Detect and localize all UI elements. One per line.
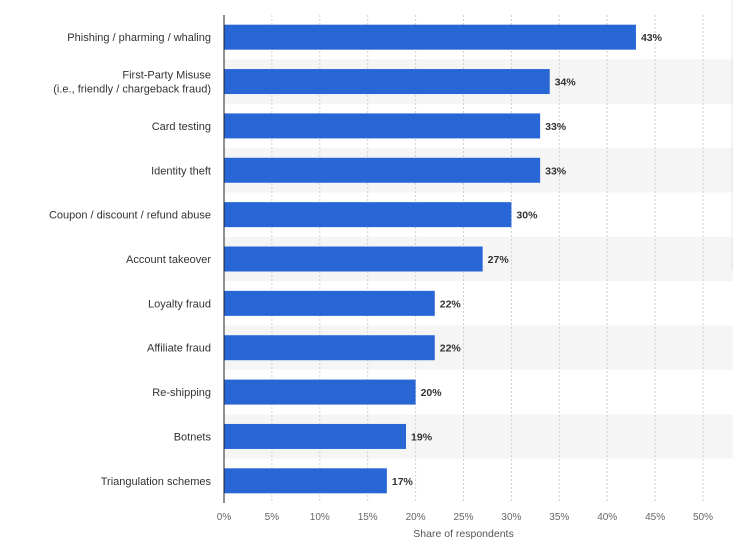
value-label: 33% (545, 165, 567, 177)
bar[interactable] (224, 335, 435, 361)
category-label: Triangulation schemes (101, 476, 212, 488)
value-label: 20% (421, 387, 443, 399)
edge-shadow (730, 0, 733, 270)
category-label: Account takeover (126, 254, 211, 266)
category-label: Card testing (152, 121, 211, 133)
value-label: 27% (488, 254, 510, 266)
x-tick-label: 50% (693, 512, 713, 523)
category-label: Identity theft (151, 165, 211, 177)
x-tick-label: 40% (597, 512, 617, 523)
x-tick-label: 30% (501, 512, 521, 523)
value-label: 33% (545, 121, 567, 133)
bars (224, 24, 636, 494)
value-labels: 43% 34% 33% 33% 30% 27% 22% 22% 20% 19% 17% (392, 32, 663, 488)
value-label: 17% (392, 476, 414, 488)
category-label: Re-shipping (152, 387, 211, 399)
value-label: 34% (555, 77, 577, 89)
value-label: 30% (516, 210, 538, 222)
bar[interactable] (224, 24, 636, 50)
value-label: 22% (440, 298, 462, 310)
x-axis-title: Share of respondents (413, 528, 513, 540)
x-tick-label: 15% (358, 512, 378, 523)
bar[interactable] (224, 69, 550, 95)
value-label: 22% (440, 343, 462, 355)
x-tick-label: 0% (217, 512, 232, 523)
category-labels: Phishing / pharming / whaling First-Party… (49, 32, 212, 488)
x-tick-label: 5% (265, 512, 280, 523)
x-tick-label: 10% (310, 512, 330, 523)
bar[interactable] (224, 113, 541, 139)
bar[interactable] (224, 246, 483, 272)
category-label: First-Party Misuse (i.e., friendly / char… (53, 70, 211, 96)
bar[interactable] (224, 290, 435, 316)
x-tick-label: 25% (453, 512, 473, 523)
x-tick-label: 45% (645, 512, 665, 523)
category-label: Botnets (174, 431, 212, 443)
bar[interactable] (224, 379, 416, 405)
category-label: Loyalty fraud (148, 298, 211, 310)
bar[interactable] (224, 468, 387, 494)
category-label: Coupon / discount / refund abuse (49, 210, 211, 222)
category-label: Affiliate fraud (147, 343, 211, 355)
x-tick-labels: 0% 5% 10% 15% 20% 25% 30% 35% 40% 45% 50% (217, 512, 713, 523)
value-label: 19% (411, 431, 433, 443)
category-label: Phishing / pharming / whaling (67, 32, 211, 44)
x-tick-label: 35% (549, 512, 569, 523)
bar[interactable] (224, 202, 512, 228)
bar[interactable] (224, 423, 407, 449)
bar[interactable] (224, 157, 541, 183)
x-tick-label: 20% (406, 512, 426, 523)
value-label: 43% (641, 32, 663, 44)
